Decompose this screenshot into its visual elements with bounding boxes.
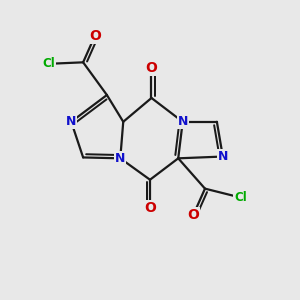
Text: N: N	[115, 152, 125, 165]
Text: Cl: Cl	[43, 57, 55, 70]
Text: O: O	[144, 201, 156, 215]
Text: O: O	[187, 208, 199, 222]
Text: N: N	[178, 115, 188, 128]
Text: O: O	[146, 61, 158, 75]
Text: O: O	[89, 28, 101, 43]
Text: Cl: Cl	[234, 191, 247, 204]
Text: N: N	[66, 115, 76, 128]
Text: N: N	[218, 150, 228, 163]
